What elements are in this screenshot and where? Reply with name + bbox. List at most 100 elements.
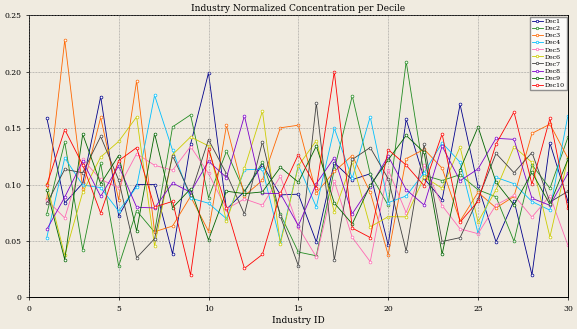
- Dec6: [385, 215, 392, 219]
- Dec3: [564, 156, 571, 160]
- Dec1: [223, 207, 230, 211]
- Dec9: [115, 154, 122, 158]
- Dec1: [529, 273, 535, 277]
- Dec7: [169, 154, 176, 158]
- Dec8: [421, 203, 428, 207]
- Dec2: [439, 179, 445, 183]
- Line: Dec8: Dec8: [46, 114, 569, 231]
- Dec5: [223, 207, 230, 211]
- Dec1: [169, 252, 176, 256]
- Dec9: [241, 192, 248, 196]
- Dec1: [439, 198, 445, 202]
- Dec10: [277, 191, 284, 195]
- Dec3: [529, 131, 535, 135]
- Dec8: [331, 156, 338, 160]
- Dec3: [546, 122, 553, 126]
- Dec5: [403, 211, 410, 215]
- Dec6: [205, 144, 212, 148]
- Dec5: [277, 174, 284, 178]
- Dec4: [421, 171, 428, 175]
- Dec3: [456, 219, 463, 223]
- Dec3: [205, 229, 212, 233]
- Dec1: [151, 183, 158, 187]
- Dec1: [313, 240, 320, 244]
- Line: Dec6: Dec6: [46, 110, 569, 257]
- Legend: Dec1, Dec2, Dec3, Dec4, Dec5, Dec6, Dec7, Dec8, Dec9, Dec10: Dec1, Dec2, Dec3, Dec4, Dec5, Dec6, Dec7…: [530, 16, 567, 90]
- Dec7: [403, 249, 410, 253]
- Dec6: [187, 135, 194, 139]
- Dec5: [385, 168, 392, 172]
- Dec9: [529, 170, 535, 174]
- Dec10: [331, 70, 338, 74]
- Dec7: [259, 140, 266, 144]
- Dec5: [97, 177, 104, 181]
- Dec9: [546, 202, 553, 206]
- Dec10: [403, 163, 410, 167]
- Dec3: [151, 230, 158, 234]
- Dec1: [115, 214, 122, 218]
- Dec7: [564, 190, 571, 193]
- Dec2: [403, 60, 410, 63]
- Dec2: [223, 149, 230, 153]
- Line: Dec1: Dec1: [46, 71, 569, 276]
- Dec6: [564, 156, 571, 160]
- Dec2: [115, 264, 122, 268]
- Dec4: [187, 196, 194, 200]
- Dec4: [331, 126, 338, 130]
- Dec1: [349, 178, 356, 182]
- Dec9: [133, 229, 140, 233]
- Dec10: [349, 226, 356, 230]
- Dec8: [241, 114, 248, 118]
- Dec4: [349, 176, 356, 180]
- Dec7: [79, 171, 86, 175]
- Dec6: [223, 219, 230, 223]
- Dec4: [241, 168, 248, 172]
- Dec9: [223, 189, 230, 193]
- Dec7: [385, 177, 392, 181]
- Dec5: [115, 186, 122, 190]
- Dec4: [313, 205, 320, 209]
- Line: Dec7: Dec7: [46, 102, 569, 267]
- Dec4: [367, 115, 374, 119]
- Dec3: [79, 187, 86, 190]
- Dec7: [151, 237, 158, 240]
- Dec1: [421, 177, 428, 181]
- Dec9: [259, 190, 266, 194]
- Dec8: [61, 195, 68, 199]
- Dec4: [169, 148, 176, 152]
- Dec7: [493, 151, 500, 155]
- Dec4: [295, 164, 302, 167]
- Dec2: [456, 173, 463, 177]
- Dec2: [61, 140, 68, 144]
- Dec5: [529, 215, 535, 219]
- Dec7: [349, 158, 356, 162]
- Dec5: [421, 163, 428, 167]
- Dec2: [151, 230, 158, 234]
- Dec8: [385, 154, 392, 158]
- Dec9: [493, 180, 500, 184]
- Dec7: [43, 201, 50, 205]
- Dec3: [115, 198, 122, 202]
- Dec10: [529, 182, 535, 186]
- Dec2: [259, 160, 266, 164]
- Dec10: [259, 252, 266, 256]
- Dec9: [421, 150, 428, 154]
- Line: Dec3: Dec3: [46, 39, 569, 256]
- Dec1: [187, 142, 194, 146]
- Dec1: [546, 141, 553, 145]
- Dec3: [241, 194, 248, 198]
- Dec8: [475, 167, 482, 171]
- Dec5: [295, 225, 302, 229]
- Dec10: [367, 236, 374, 240]
- Dec8: [456, 179, 463, 183]
- Dec7: [456, 236, 463, 240]
- Dec3: [277, 126, 284, 130]
- Dec2: [313, 254, 320, 258]
- Dec7: [241, 212, 248, 216]
- Dec6: [259, 109, 266, 113]
- Dec4: [205, 201, 212, 205]
- Dec5: [475, 232, 482, 236]
- Dec8: [187, 190, 194, 194]
- Dec9: [79, 132, 86, 136]
- Dec1: [241, 190, 248, 193]
